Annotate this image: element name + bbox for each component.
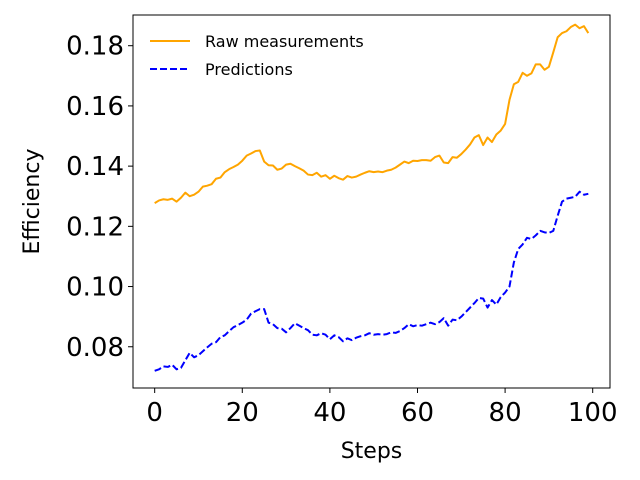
- x-tick-label: 80: [489, 398, 522, 428]
- x-tick-label: 60: [401, 398, 434, 428]
- x-tick-label: 0: [146, 398, 163, 428]
- plot-area: [132, 14, 611, 389]
- x-axis-label: Steps: [341, 439, 403, 464]
- y-axis-label: Efficiency: [20, 149, 45, 255]
- y-tick-label: 0.18: [66, 32, 124, 62]
- series-layer: [154, 23, 590, 372]
- y-tick-label: 0.10: [66, 273, 124, 303]
- series-line-predictions: [154, 190, 589, 372]
- x-tick-label: 40: [313, 398, 346, 428]
- x-axis-ticks: 0 20 40 60 80 100: [146, 388, 618, 428]
- axes-frame: [132, 14, 611, 389]
- legend: Raw measurements Predictions: [150, 32, 364, 79]
- legend-label-raw-measurements: Raw measurements: [205, 32, 364, 51]
- legend-label-predictions: Predictions: [205, 60, 293, 79]
- series-line-raw-measurements: [154, 23, 590, 205]
- y-tick-label: 0.12: [66, 212, 124, 242]
- y-tick-label: 0.08: [66, 333, 124, 363]
- x-tick-label: 100: [568, 398, 618, 428]
- x-tick-label: 20: [226, 398, 259, 428]
- y-axis-ticks: 0.08 0.10 0.12 0.14 0.16 0.18: [66, 32, 133, 363]
- y-tick-label: 0.14: [66, 152, 124, 182]
- y-tick-label: 0.16: [66, 92, 124, 122]
